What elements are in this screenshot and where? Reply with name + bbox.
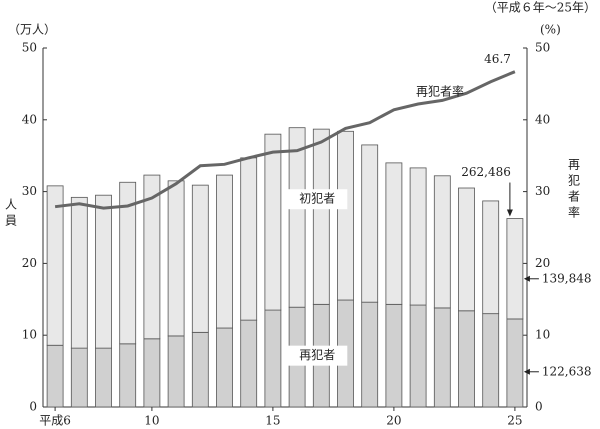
y-tick-label: 40 (22, 112, 37, 126)
value-label: 139,848 (542, 271, 592, 285)
bar-segment (337, 130, 354, 301)
bar-segment (46, 344, 64, 408)
series-label: 再犯者率 (416, 84, 464, 99)
bar-segment (216, 174, 233, 329)
arrow-head (506, 209, 513, 217)
y-tick-label: 0 (29, 400, 37, 414)
annotation: 262,486 (461, 165, 511, 179)
bar-segment (95, 347, 112, 408)
y2-unit: (%) (540, 23, 561, 37)
y2-tick-label: 0 (535, 400, 543, 414)
bar-segment (433, 175, 451, 309)
bar-segment (288, 127, 306, 308)
chart-title: （平成６年～25年） (485, 1, 596, 15)
rate-line (54, 70, 516, 210)
y-unit: （万人） (8, 23, 56, 37)
bar-segment (482, 200, 500, 315)
y2-tick-label: 50 (535, 41, 550, 55)
y2-tick-label: 20 (535, 256, 550, 270)
label-box (287, 345, 348, 366)
x-tick-label: 10 (144, 414, 159, 428)
bar-segment (119, 181, 137, 345)
y-tick-label: 20 (22, 256, 37, 270)
y2-tick-label: 30 (535, 184, 550, 198)
y-axis-label: 人員 (4, 198, 18, 230)
bar-segment (506, 318, 524, 408)
bar-segment (506, 218, 524, 320)
bar-segment (458, 187, 475, 312)
y2-tick-label: 40 (535, 112, 550, 126)
bar-segment (191, 331, 209, 408)
bar-segment (167, 335, 185, 408)
y-tick-label: 50 (22, 41, 37, 55)
bar-segment (312, 128, 330, 305)
bar-segment (264, 133, 282, 311)
bar-segment (143, 338, 161, 408)
bar-segment (458, 310, 475, 408)
series-label: 再犯者 (299, 348, 335, 362)
bar-segment (433, 307, 451, 408)
bar-segment (385, 303, 403, 408)
value-label: 46.7 (484, 52, 511, 66)
x-tick-label: 20 (386, 414, 401, 428)
bar-segment (240, 157, 258, 321)
bar-segment (191, 184, 209, 333)
y2-axis-label: 再犯者率 (567, 158, 581, 222)
bar-segment (482, 313, 500, 408)
bar-segment (216, 327, 233, 408)
bar-segment (95, 194, 112, 349)
bar-segment (361, 301, 379, 408)
bar-segment (167, 180, 185, 337)
x-tick-label: 25 (507, 414, 522, 428)
bar-segment (385, 162, 403, 305)
bar-segment (46, 185, 64, 346)
y2-tick-label: 10 (535, 328, 550, 342)
arrow-head (523, 275, 530, 282)
x-tick-label: 15 (265, 414, 280, 428)
y-tick-label: 10 (22, 328, 37, 342)
value-label: 122,638 (542, 364, 592, 378)
x-tick-label: 平成6 (39, 414, 71, 428)
y-tick-label: 30 (22, 184, 37, 198)
bar-segment (409, 304, 427, 408)
bar-segment (70, 196, 88, 349)
bar-segment (240, 319, 258, 408)
series-label: 初犯者 (299, 192, 335, 206)
bar-segment (361, 144, 379, 303)
bar-segment (70, 347, 88, 408)
bar-segment (409, 167, 427, 306)
bar-segment (143, 174, 161, 340)
label-box (287, 189, 348, 210)
bar-segment (119, 343, 137, 408)
arrow-head (523, 368, 530, 375)
bar-segment (264, 309, 282, 408)
